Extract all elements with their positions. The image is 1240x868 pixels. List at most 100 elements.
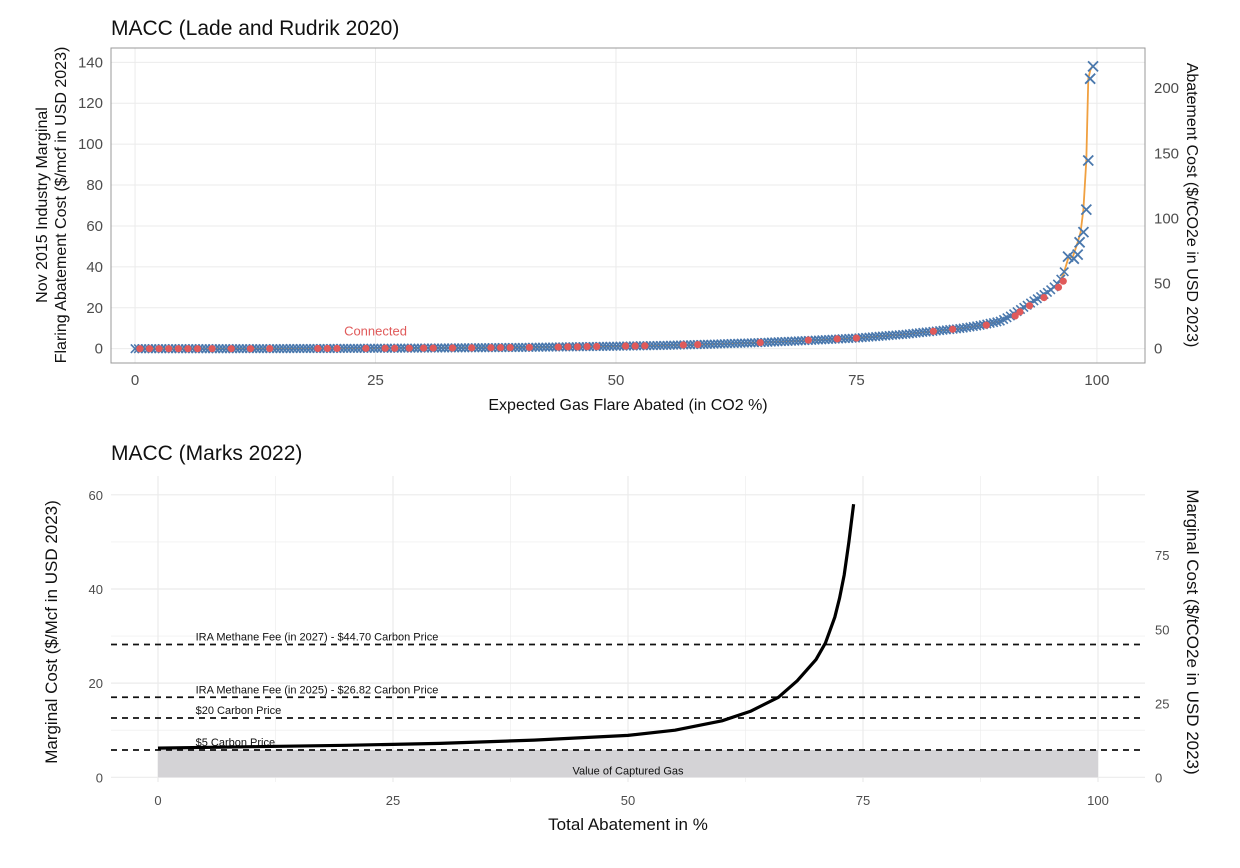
- top-point-connected: [145, 345, 154, 353]
- top-point-connected: [982, 321, 990, 329]
- top-point-connected: [1059, 277, 1067, 285]
- top-point-connected: [184, 345, 192, 353]
- top-point-marker: [1082, 154, 1094, 167]
- bottom-y2-tick-label: 0: [1155, 770, 1162, 785]
- top-point-connected: [165, 345, 173, 353]
- bottom-x-tick-label: 75: [856, 793, 870, 808]
- bottom-reference-label: IRA Methane Fee (in 2025) - $26.82 Carbo…: [196, 684, 439, 696]
- bottom-y-tick-label: 20: [89, 676, 103, 691]
- top-point-connected: [420, 344, 428, 352]
- bottom-y2-axis-label: Marginal Cost ($/tCO2e in USD 2023): [1183, 489, 1202, 774]
- bottom-y2-tick-label: 25: [1155, 696, 1169, 711]
- top-point-connected: [852, 334, 861, 342]
- top-point-connected: [468, 344, 476, 352]
- top-point-marker: [1084, 73, 1096, 85]
- top-point-marker: [1073, 236, 1086, 248]
- top-y-tick-label: 120: [78, 95, 103, 112]
- top-point-connected: [174, 345, 182, 353]
- top-point-connected: [554, 343, 562, 351]
- bottom-shaded-area: Value of Captured Gas: [158, 749, 1098, 778]
- top-y2-tick-label: 200: [1154, 80, 1179, 97]
- bottom-x-tick-label: 0: [154, 793, 161, 808]
- top-point-connected: [583, 343, 591, 351]
- top-point-connected: [756, 338, 764, 347]
- top-chart-title: MACC (Lade and Rudrik 2020): [111, 17, 399, 40]
- top-point-connected: [694, 340, 702, 349]
- bottom-reference-label: IRA Methane Fee (in 2027) - $44.70 Carbo…: [196, 632, 439, 644]
- top-point-connected: [593, 342, 601, 351]
- top-point-marker: [1080, 203, 1092, 216]
- top-point-connected: [641, 342, 649, 350]
- bottom-y-tick-label: 0: [96, 770, 103, 785]
- top-y-tick-label: 60: [86, 218, 103, 235]
- top-point-connected: [362, 344, 370, 352]
- top-y2-tick-label: 100: [1154, 210, 1179, 227]
- top-y-tick-label: 80: [86, 177, 103, 194]
- top-point-connected: [573, 343, 582, 351]
- top-annotation: Connected: [344, 323, 407, 338]
- top-point-marker: [1087, 60, 1099, 73]
- top-point-connected: [833, 335, 841, 343]
- top-point-not-connected: [200, 343, 211, 354]
- top-point-connected: [448, 344, 457, 352]
- top-point-marker: [1077, 226, 1090, 238]
- top-grid: [111, 48, 1145, 363]
- bottom-shaded-label: Value of Captured Gas: [572, 765, 684, 777]
- top-point-connected: [506, 344, 514, 352]
- bottom-curve: [157, 504, 856, 750]
- top-point-connected: [525, 343, 534, 352]
- bottom-curve-line: [157, 504, 856, 750]
- top-y-tick-label: 0: [95, 341, 103, 358]
- top-point-not-connected: [1059, 267, 1069, 277]
- top-y2-tick-label: 0: [1154, 341, 1162, 358]
- top-curve-line: [135, 66, 1093, 350]
- bottom-y2-tick-label: 50: [1155, 622, 1169, 637]
- top-point-connected: [381, 344, 389, 352]
- top-plot-border: [110, 47, 1146, 364]
- bottom-y-tick-label: 40: [89, 582, 103, 597]
- top-point-connected: [1040, 293, 1048, 302]
- top-point-connected: [266, 344, 274, 353]
- top-x-tick-label: 0: [131, 372, 139, 389]
- bottom-y-tick-label: 60: [89, 488, 103, 503]
- top-x-tick-label: 50: [608, 372, 625, 389]
- top-point-connected: [193, 345, 202, 353]
- top-ticks: 0 25 50 75 100 0 20 40 60 80 100 120 140 0 50 100 150 200: [78, 54, 1179, 389]
- top-y2-tick-label: 50: [1154, 276, 1171, 293]
- top-y-tick-label: 20: [86, 300, 103, 317]
- top-x-axis-label: Expected Gas Flare Abated (in CO2 %): [488, 397, 767, 414]
- top-x-tick-label: 100: [1084, 372, 1109, 389]
- bottom-chart-title: MACC (Marks 2022): [111, 442, 302, 465]
- top-y2-tick-label: 150: [1154, 145, 1179, 162]
- top-point-connected: [208, 345, 216, 353]
- top-point-connected: [1054, 283, 1063, 291]
- top-y-tick-label: 100: [78, 136, 103, 153]
- top-point-connected: [155, 345, 163, 353]
- bottom-y-axis-label: Marginal Cost ($/Mcf in USD 2023): [42, 500, 61, 764]
- top-point-connected: [405, 344, 413, 352]
- top-point-connected: [429, 344, 437, 352]
- top-point-connected: [314, 344, 322, 353]
- top-y-axis-label-line2: Flaring Abatement Cost ($/mcf in USD 202…: [53, 47, 70, 364]
- top-y-tick-label: 40: [86, 259, 103, 276]
- top-x-tick-label: 25: [367, 372, 384, 389]
- bottom-reference-lines: IRA Methane Fee (in 2027) - $44.70 Carbo…: [111, 632, 1145, 751]
- top-point-connected: [227, 345, 235, 353]
- top-point-connected: [1025, 302, 1034, 310]
- top-point-connected: [621, 342, 630, 350]
- top-point-connected: [631, 342, 639, 350]
- top-point-connected: [949, 325, 957, 333]
- top-point-connected: [564, 343, 572, 351]
- bottom-shaded-rect: [158, 749, 1098, 778]
- top-point-not-connected: [217, 343, 228, 354]
- top-point-connected: [496, 344, 505, 352]
- top-y-tick-label: 140: [78, 54, 103, 71]
- top-point-not-connected: [992, 317, 1002, 327]
- top-y-axis-label-line1: Nov 2015 Industry Marginal: [34, 107, 51, 303]
- top-point-not-connected: [214, 343, 224, 354]
- bottom-x-axis-label: Total Abatement in %: [548, 815, 708, 834]
- top-point-connected: [679, 341, 687, 349]
- top-point-connected: [487, 344, 495, 352]
- top-point-connected: [1011, 312, 1019, 320]
- top-curve: [135, 66, 1093, 350]
